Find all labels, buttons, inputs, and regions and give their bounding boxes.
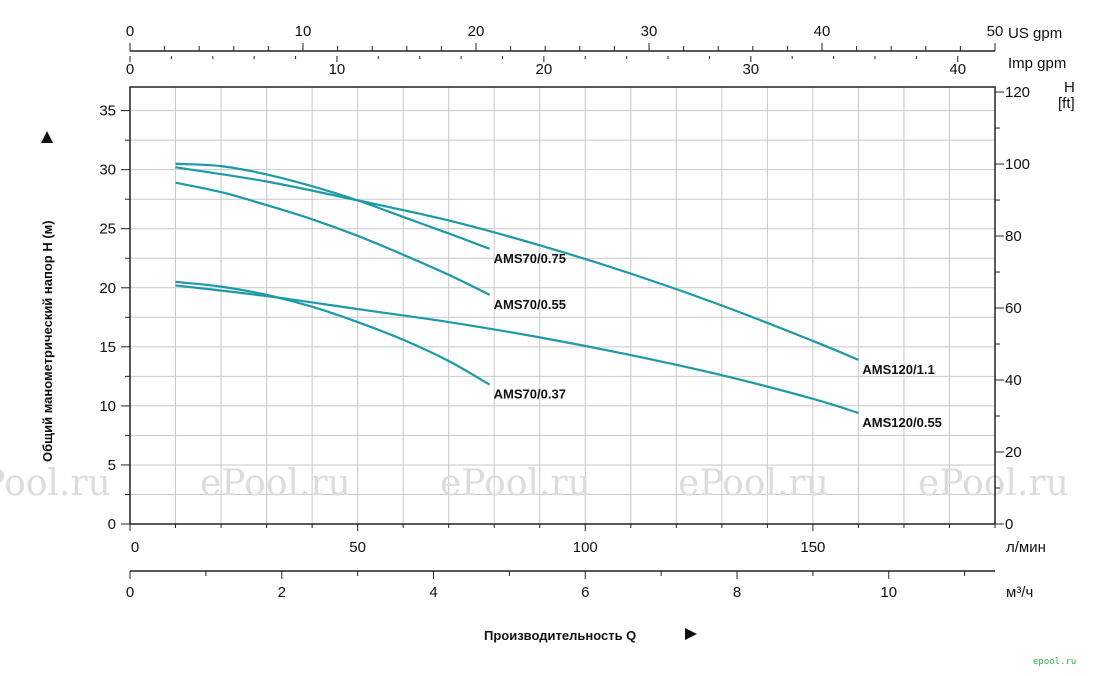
series-line bbox=[175, 181, 491, 296]
ft-unit-top: H bbox=[1064, 79, 1075, 96]
x-axis-arrow-icon bbox=[685, 628, 697, 640]
series-label: AMS120/1.1 bbox=[862, 362, 934, 377]
x-tick-label-m3h: 4 bbox=[429, 584, 437, 601]
x-tick-label-imp-gpm: 0 bbox=[126, 61, 134, 78]
series-label: AMS70/0.75 bbox=[494, 251, 566, 266]
series-label: AMS120/0.55 bbox=[862, 415, 942, 430]
m3h-unit: м³/ч bbox=[1006, 584, 1033, 601]
x-tick-label-us-gpm: 10 bbox=[295, 23, 312, 40]
x-tick-label-imp-gpm: 30 bbox=[742, 61, 759, 78]
y-tick-label-right: 100 bbox=[1005, 156, 1030, 173]
y-tick-label-right: 40 bbox=[1005, 372, 1022, 389]
ft-unit-bottom: [ft] bbox=[1058, 95, 1075, 112]
x-tick-label-lmin: 50 bbox=[349, 539, 366, 556]
x-tick-label-us-gpm: 40 bbox=[814, 23, 831, 40]
series-line bbox=[175, 280, 491, 386]
x-tick-label-lmin: 100 bbox=[573, 539, 598, 556]
epool-logo: epool.ru bbox=[1033, 657, 1076, 667]
tick-marks bbox=[121, 43, 1004, 579]
y-axis-title: Общий манометрический напор H (м) bbox=[40, 220, 55, 462]
x-tick-label-us-gpm: 50 bbox=[987, 23, 1004, 40]
y-tick-label-right: 60 bbox=[1005, 300, 1022, 317]
x-tick-label-m3h: 2 bbox=[278, 584, 286, 601]
watermark-text: ePool.ru bbox=[678, 463, 829, 504]
y-tick-label-right: 80 bbox=[1005, 228, 1022, 245]
y-tick-label-right: 120 bbox=[1005, 84, 1030, 101]
series-group bbox=[175, 162, 859, 415]
x-axis-title: Производительность Q bbox=[484, 628, 636, 643]
y-axis-arrow-icon bbox=[41, 131, 53, 143]
x-tick-label-m3h: 8 bbox=[733, 584, 741, 601]
y-tick-label-right: 0 bbox=[1005, 516, 1013, 533]
x-tick-label-m3h: 6 bbox=[581, 584, 589, 601]
y-tick-label-left: 10 bbox=[99, 398, 116, 415]
series-label: AMS70/0.37 bbox=[494, 387, 566, 402]
series-line bbox=[175, 284, 859, 415]
x-tick-label-m3h: 0 bbox=[126, 584, 134, 601]
y-tick-label-left: 15 bbox=[99, 339, 116, 356]
x-tick-label-lmin: 150 bbox=[800, 539, 825, 556]
watermark-text: ePool.ru bbox=[440, 463, 591, 504]
watermark-text: ePool.ru bbox=[918, 463, 1069, 504]
x-tick-label-imp-gpm: 20 bbox=[536, 61, 553, 78]
x-tick-label-m3h: 10 bbox=[880, 584, 897, 601]
series-line bbox=[175, 166, 859, 361]
x-tick-label-lmin: 0 bbox=[131, 539, 139, 556]
plot-frame bbox=[129, 86, 996, 525]
series-label: AMS70/0.55 bbox=[494, 297, 566, 312]
x-tick-label-us-gpm: 30 bbox=[641, 23, 658, 40]
x-tick-label-imp-gpm: 40 bbox=[949, 61, 966, 78]
y-tick-label-left: 35 bbox=[99, 103, 116, 120]
series-line bbox=[175, 162, 491, 250]
x-tick-label-us-gpm: 20 bbox=[468, 23, 485, 40]
x-tick-label-imp-gpm: 10 bbox=[329, 61, 346, 78]
imp-gpm-unit: Imp gpm bbox=[1008, 55, 1066, 72]
y-tick-label-left: 5 bbox=[108, 457, 116, 474]
y-tick-label-left: 20 bbox=[99, 280, 116, 297]
watermark-text: ePool.ru bbox=[0, 463, 111, 504]
watermarks: ePool.ru ePool.ru ePool.ru ePool.ru ePool.ru bbox=[0, 463, 1069, 504]
watermark-text: ePool.ru bbox=[200, 463, 351, 504]
x-tick-label-us-gpm: 0 bbox=[126, 23, 134, 40]
y-tick-label-right: 20 bbox=[1005, 444, 1022, 461]
y-tick-label-left: 25 bbox=[99, 221, 116, 238]
series-labels: AMS70/0.75 AMS70/0.55 AMS70/0.37 AMS120/1.1… bbox=[494, 251, 942, 430]
y-tick-label-left: 30 bbox=[99, 162, 116, 179]
lmin-unit: л/мин bbox=[1006, 539, 1046, 556]
y-tick-label-left: 0 bbox=[108, 516, 116, 533]
us-gpm-unit: US gpm bbox=[1008, 25, 1062, 42]
